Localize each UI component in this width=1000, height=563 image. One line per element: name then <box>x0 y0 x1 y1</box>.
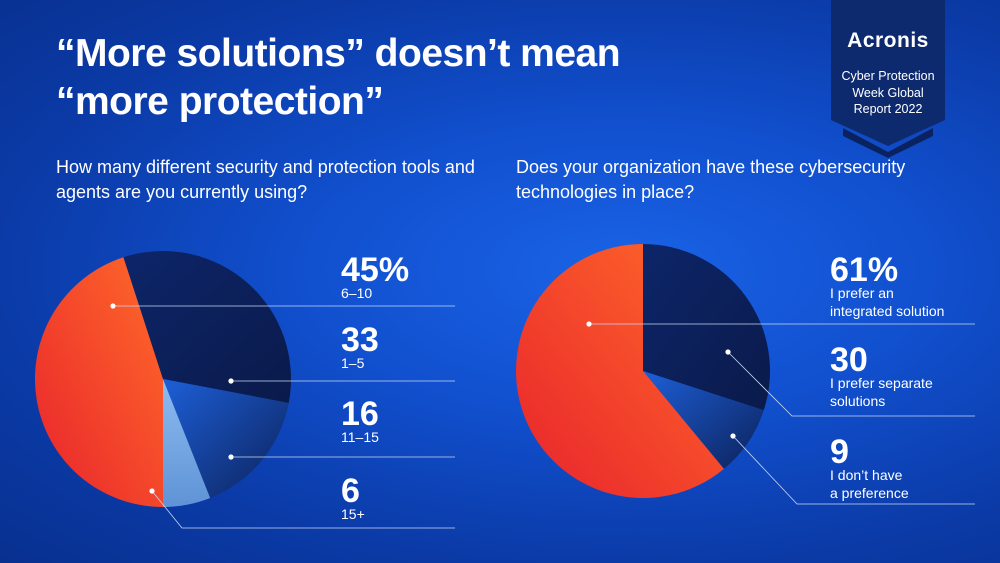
category-label-i-prefer-an-integrated-solution: integrated solution <box>830 303 944 319</box>
chart-2-question: Does your organization have these cybers… <box>516 157 906 202</box>
leader-dot-i-don-t-have-a-preference <box>730 433 736 439</box>
category-label-i-prefer-an-integrated-solution: I prefer an <box>830 285 894 301</box>
value-label-i-don-t-have-a-preference: 9 <box>830 433 849 471</box>
leader-dot-15- <box>149 488 155 494</box>
pie-1-slice-11-15 <box>163 379 289 499</box>
category-label-i-prefer-separate-solutions: I prefer separate <box>830 375 933 391</box>
page-title: “More solutions” doesn’t mean “more prot… <box>56 30 621 126</box>
leader-line-i-prefer-separate-solutions <box>727 351 975 417</box>
value-label-1-5: 33 <box>341 321 379 359</box>
badge-line-3: Report 2022 <box>853 102 923 116</box>
leader-dot-6-10 <box>110 303 116 309</box>
pie-chart-2: 61%I prefer an integrated solution 30I pre… <box>516 244 975 505</box>
badge-line-1: Cyber Protection <box>841 69 935 83</box>
leader-dot-i-prefer-an-integrated-solution <box>586 321 592 327</box>
leader-dot-i-prefer-separate-solutions <box>725 349 731 355</box>
category-label-i-prefer-separate-solutions: solutions <box>830 393 885 409</box>
category-label-i-don-t-have-a-preference: a preference <box>830 485 909 501</box>
value-label-i-prefer-separate-solutions: 30 <box>830 341 868 379</box>
leader-dot-11-15 <box>228 454 234 460</box>
pie-1-slice-1-5 <box>123 250 291 403</box>
value-label-15-: 6 <box>341 472 360 510</box>
leader-line-i-don-t-have-a-preference <box>732 435 975 505</box>
acronis-logo: Acronis <box>847 29 929 52</box>
title-line-2: “more protection” <box>56 80 384 123</box>
value-label-i-prefer-an-integrated-solution: 61% <box>830 251 898 289</box>
category-label-15-: 15+ <box>341 506 365 522</box>
leader-line-15- <box>151 490 455 529</box>
category-label-11-15: 11–15 <box>341 429 379 445</box>
pie-1-slice-6-10 <box>34 257 163 507</box>
pie-2-slice-i-don-t-have-a-preference <box>643 371 764 469</box>
title-line-1: “More solutions” doesn’t mean <box>56 32 621 75</box>
badge-ribbon-shape <box>831 0 945 158</box>
category-label-6-10: 6–10 <box>341 285 372 301</box>
leader-dot-1-5 <box>228 378 234 384</box>
badge-text: Cyber Protection Week Global Report 2022 <box>829 68 947 118</box>
pie-2-slice-i-prefer-an-integrated-solution <box>516 244 724 498</box>
category-label-1-5: 1–5 <box>341 355 365 371</box>
chart-1-question: How many different security and protecti… <box>56 157 475 202</box>
value-label-6-10: 45% <box>341 251 409 289</box>
category-label-i-don-t-have-a-preference: I don’t have <box>830 467 903 483</box>
value-label-11-15: 16 <box>341 395 379 433</box>
pie-1-slice-15- <box>163 379 211 507</box>
report-badge: Acronis Cyber Protection Week Global Rep… <box>829 0 947 158</box>
badge-line-2: Week Global <box>852 85 924 100</box>
pie-2-slice-i-prefer-separate-solutions <box>643 244 770 411</box>
